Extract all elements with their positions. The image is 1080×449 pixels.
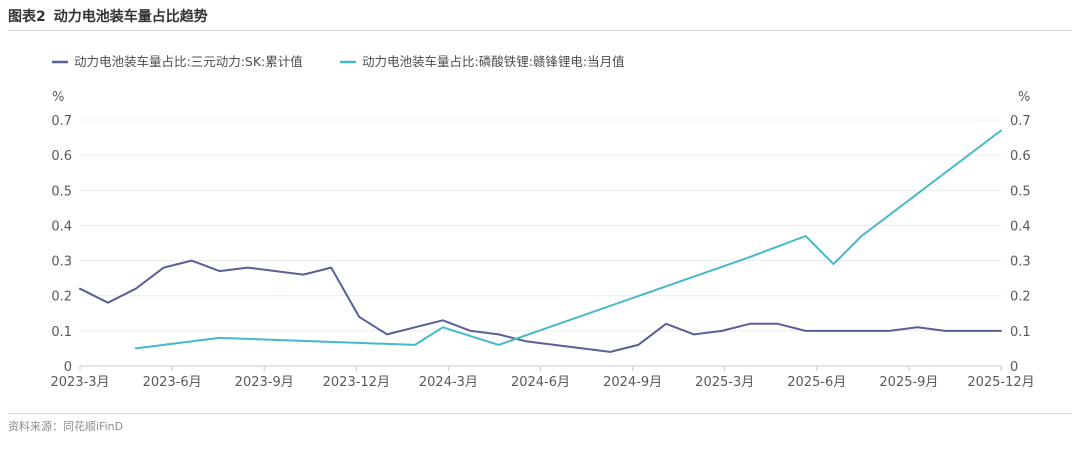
title-divider: [8, 30, 1072, 31]
line-chart: 动力电池装车量占比:三元动力:SK:累计值 动力电池装车量占比:磷酸铁锂:赣锋锂…: [50, 54, 1035, 390]
x-tick-label: 2024-6月: [511, 375, 570, 390]
y-axis-unit-right: %: [1018, 90, 1030, 105]
series-1-line: [79, 259, 1002, 353]
grid-lines: [80, 119, 1001, 367]
y-tick-label-right: 0.5: [1010, 184, 1031, 199]
y-tick-label-left: 0.5: [51, 184, 72, 199]
y-tick-label-left: 0.6: [51, 149, 72, 164]
y-tick-label-right: 0.3: [1010, 255, 1031, 270]
source-divider: [8, 413, 1072, 414]
y-tick-label-left: 0.2: [51, 290, 72, 305]
x-tick-label: 2023-12月: [323, 375, 390, 390]
y-tick-label-right: 0: [1010, 360, 1018, 375]
y-tick-label-left: 0.1: [51, 325, 72, 340]
x-axis: 2023-3月 2023-6月 2023-9月 2023-12月 2024-3月 2024…: [50, 366, 1035, 390]
legend-label-series-1: 动力电池装车量占比:三元动力:SK:累计值: [74, 54, 303, 69]
source-note: 资料来源：同花顺iFinD: [8, 420, 124, 433]
y-tick-label-right: 0.7: [1010, 114, 1031, 129]
y-tick-label-left: 0.3: [51, 255, 72, 270]
legend-label-series-2: 动力电池装车量占比:磷酸铁锂:赣锋锂电:当月值: [362, 54, 625, 69]
x-tick-label: 2024-9月: [603, 375, 662, 390]
figure-title-text: 动力电池装车量占比趋势: [53, 9, 208, 25]
x-tick-label: 2023-9月: [235, 375, 294, 390]
y-tick-label-left: 0.7: [51, 114, 72, 129]
y-tick-label-left: 0.4: [51, 219, 72, 234]
y-axis-unit-left: %: [52, 90, 64, 105]
y-axis-right: 0 0.1 0.2 0.3 0.4 0.5 0.6 0.7: [1010, 114, 1031, 375]
y-axis-left: 0 0.1 0.2 0.3 0.4 0.5 0.6 0.7: [51, 114, 72, 375]
x-tick-label: 2025-3月: [695, 375, 754, 390]
x-tick-label: 2025-6月: [787, 375, 846, 390]
x-tick-label: 2023-3月: [50, 375, 109, 390]
y-tick-label-right: 0.6: [1010, 149, 1031, 164]
x-tick-label: 2023-6月: [143, 375, 202, 390]
x-tick-label: 2025-12月: [967, 375, 1034, 390]
y-tick-label-right: 0.1: [1010, 325, 1031, 340]
x-tick-label: 2025-9月: [879, 375, 938, 390]
y-tick-label-right: 0.4: [1010, 219, 1031, 234]
x-tick-label: 2024-3月: [419, 375, 478, 390]
figure-title: 图表2 动力电池装车量占比趋势: [8, 6, 208, 26]
y-tick-label-left: 0: [64, 360, 72, 375]
figure-number: 图表2: [8, 9, 46, 25]
chart-legend: 动力电池装车量占比:三元动力:SK:累计值 动力电池装车量占比:磷酸铁锂:赣锋锂…: [52, 54, 625, 69]
series-2-line: [134, 129, 1002, 350]
y-tick-label-right: 0.2: [1010, 290, 1031, 305]
series-lines: [79, 129, 1002, 353]
